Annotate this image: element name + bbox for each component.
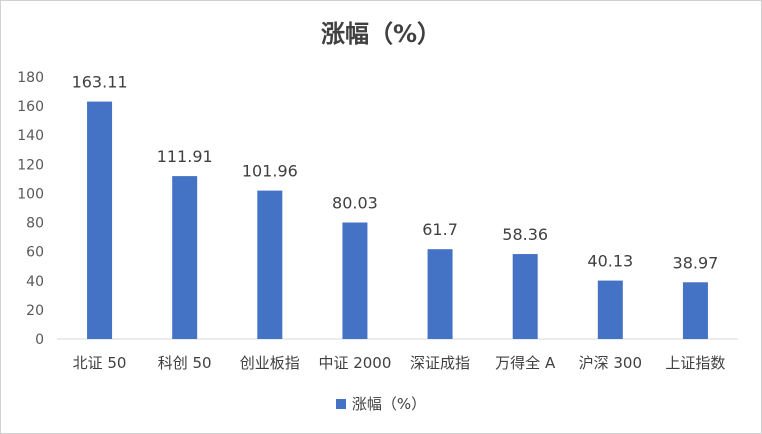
x-tick-label: 科创 50 xyxy=(158,354,212,372)
data-label: 40.13 xyxy=(587,252,633,271)
y-tick-label: 80 xyxy=(26,216,44,232)
legend-label: 涨幅（%） xyxy=(351,395,427,413)
y-tick-label: 120 xyxy=(17,157,44,173)
data-label: 163.11 xyxy=(72,73,128,92)
data-label: 38.97 xyxy=(673,253,719,272)
y-tick-label: 20 xyxy=(26,303,44,319)
x-tick-label: 万得全 A xyxy=(495,354,556,372)
data-label: 61.7 xyxy=(422,220,458,239)
bar xyxy=(682,282,708,339)
x-tick-label: 沪深 300 xyxy=(579,354,642,372)
legend-swatch xyxy=(335,398,346,409)
data-label: 80.03 xyxy=(332,194,378,213)
bar xyxy=(172,176,198,339)
bar xyxy=(427,249,453,339)
bar xyxy=(342,222,368,339)
x-tick-label: 深证成指 xyxy=(410,354,470,372)
data-label: 101.96 xyxy=(242,162,298,181)
x-tick-label: 创业板指 xyxy=(240,354,300,372)
y-tick-label: 180 xyxy=(17,70,44,86)
chart-title: 涨幅（%） xyxy=(320,20,442,48)
y-tick-label: 0 xyxy=(35,332,44,348)
legend: 涨幅（%） xyxy=(0,393,762,414)
y-tick-label: 100 xyxy=(17,186,44,202)
y-tick-label: 60 xyxy=(26,245,44,261)
bar xyxy=(257,190,283,339)
bar xyxy=(87,101,113,339)
x-tick-label: 中证 2000 xyxy=(318,354,391,372)
bar xyxy=(512,254,538,339)
data-label: 111.91 xyxy=(157,147,213,166)
data-label: 58.36 xyxy=(502,225,548,244)
x-tick-label: 上证指数 xyxy=(665,354,725,372)
x-tick-label: 北证 50 xyxy=(73,354,127,372)
bar xyxy=(597,280,623,339)
y-tick-label: 140 xyxy=(17,128,44,144)
y-tick-label: 40 xyxy=(26,274,44,290)
y-tick-label: 160 xyxy=(17,99,44,115)
